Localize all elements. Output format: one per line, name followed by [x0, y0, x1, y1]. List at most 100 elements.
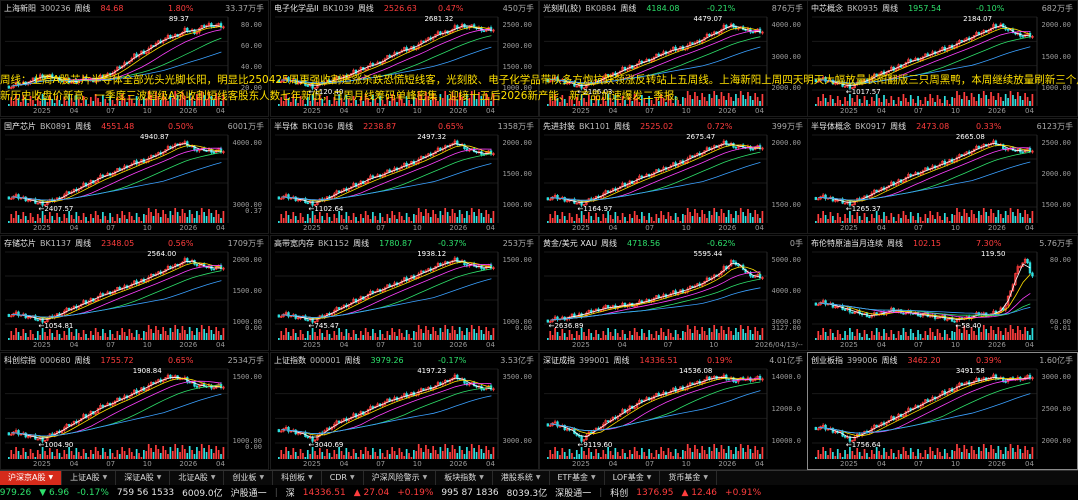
volume-bar [856, 212, 859, 223]
volume-bar [907, 102, 910, 106]
volume-bar [725, 217, 728, 223]
candle-body [575, 85, 578, 88]
volume-axis-label: 0.00 [515, 324, 532, 332]
market-tab[interactable]: 板块指数 ▼ [436, 471, 493, 485]
kline-panel[interactable]: 上证指数 000001 周线 3979.26 -0.17% 3.53亿手 3500.00 30… [270, 352, 539, 470]
market-tab[interactable]: 沪深风险警示 ▼ [364, 471, 437, 485]
x-axis-label: 2025 [303, 107, 321, 115]
volume-bar [184, 96, 186, 106]
volume-bar [1021, 334, 1024, 340]
volume-bar [36, 331, 39, 340]
volume-bar [102, 212, 104, 223]
kline-panel[interactable]: 半导体 BK1036 周线 2238.87 0.65% 1358万手 2000.00 1500… [270, 118, 539, 234]
volume-bar [109, 449, 111, 459]
volume-bar [968, 100, 971, 106]
volume-bar [616, 333, 619, 340]
kline-panel[interactable]: 电子化学品II BK1039 周线 2526.63 0.47% 450万手 2500.00 2… [270, 0, 539, 117]
volume-bar [463, 454, 466, 459]
market-tab[interactable]: 创业板 ▼ [224, 471, 274, 485]
moving-average-line [11, 26, 222, 87]
volume-bar [446, 212, 449, 223]
volume-bar [285, 328, 287, 340]
kline-chart [275, 368, 499, 459]
candle-body [758, 145, 762, 150]
sh-index-change: ▼ 6.96 [39, 487, 70, 498]
market-tab[interactable]: 深证A股 ▼ [116, 471, 171, 485]
market-tab[interactable]: 上证A股 ▼ [62, 471, 117, 485]
volume-bar [102, 95, 104, 106]
volume-bar [87, 338, 90, 340]
market-tab[interactable]: LOF基金 ▼ [605, 471, 661, 485]
volume-bar [1002, 101, 1005, 106]
candle-body [751, 275, 754, 278]
volume-bar [578, 218, 581, 223]
volume-bar [437, 454, 439, 459]
kline-panel[interactable]: 存储芯片 BK1137 周线 2348.05 0.56% 1709万手 2000.00 150… [0, 235, 269, 351]
volume-bar [650, 453, 653, 459]
volume-bar [413, 214, 415, 223]
market-tab[interactable]: CDR ▼ [322, 471, 364, 485]
candle-body [482, 30, 485, 33]
kline-panel[interactable]: 黄金/美元 XAU 周线 4718.56 -0.62% 0手 5000.00 4000.00… [539, 235, 808, 351]
kline-panel[interactable]: 中芯概念 BK0935 周线 1957.54 -0.10% 682万手 2000.00 150… [807, 0, 1078, 117]
candle-body [422, 156, 425, 158]
volume-bar [749, 449, 752, 459]
moving-average-line [11, 162, 222, 201]
sh-connect-label[interactable]: 沪股通一 [230, 489, 267, 499]
chart-period: 周线 [74, 4, 91, 13]
volume-bar [590, 216, 593, 223]
volume-bar [169, 328, 172, 340]
volume-bar [585, 336, 588, 340]
market-tab[interactable]: 沪深京A股 ▼ [0, 471, 63, 485]
y-axis-label: 2000.00 [502, 42, 532, 50]
volume-readout: 0手 [789, 239, 803, 248]
volume-bar [691, 99, 694, 106]
volume-bar [352, 330, 355, 340]
volume-bar [482, 100, 485, 106]
volume-bar [89, 214, 92, 223]
kline-panel[interactable]: 布伦特原油当月连续 周线 102.15 7.30% 5.76万手 80.00 60.00 -0… [807, 235, 1078, 351]
kline-panel[interactable]: 国产芯片 BK0891 周线 4551.48 0.50% 6001万手 4000.00 300… [0, 118, 269, 234]
kline-panel[interactable]: 光刻机(胶) BK0884 周线 4184.08 -0.21% 876万手 4000.00 3… [539, 0, 808, 117]
market-tab[interactable]: 北证A股 ▼ [170, 471, 225, 485]
volume-bar [70, 451, 73, 459]
volume-bar [638, 336, 641, 340]
volume-bar [475, 216, 478, 223]
sz-connect-label[interactable]: 深股通一 [555, 489, 592, 499]
x-axis-label: 04 [69, 224, 79, 232]
kline-panel[interactable]: 创业板指 399006 周线 3462.20 0.39% 1.60亿手 3000.00 250… [807, 352, 1078, 470]
volume-bar [619, 103, 622, 106]
kline-panel[interactable]: 高带宽内存 BK1152 周线 1780.87 -0.37% 253万手 1500.00 10… [270, 235, 539, 351]
candle-body [705, 376, 709, 381]
market-tab[interactable]: 港股系统 ▼ [493, 471, 550, 485]
candle-body [1011, 284, 1015, 292]
kline-panel[interactable]: 科创综指 000680 周线 1755.72 0.65% 2534万手 1500.00 100… [0, 352, 269, 470]
volume-bar [155, 92, 157, 106]
volume-bar [730, 97, 732, 106]
volume-bar [147, 444, 150, 459]
kline-panel[interactable]: 上海新阳 300236 周线 84.68 1.80% 33.37万手 80.00 60.00 4… [0, 0, 269, 117]
volume-bar [362, 454, 365, 459]
kline-panel[interactable]: 深证成指 399001 周线 14336.51 0.19% 4.01亿手 14000.0 12… [539, 352, 808, 470]
candle-body [219, 148, 223, 153]
volume-bar [193, 454, 196, 459]
candle-body [482, 268, 485, 270]
volume-bar [386, 331, 389, 340]
volume-bar [674, 449, 677, 459]
volume-bar [655, 450, 658, 459]
candle-body [834, 82, 837, 85]
market-tab[interactable]: 货币基金 ▼ [660, 471, 717, 485]
market-tab[interactable]: 科创板 ▼ [273, 471, 322, 485]
market-tab[interactable]: ETF基金 ▼ [550, 471, 605, 485]
volume-bar [482, 334, 485, 340]
kline-chart [812, 16, 1038, 106]
volume-bar [698, 217, 701, 223]
kline-panel[interactable]: 半导体概念 BK0917 周线 2473.08 0.33% 6123万手 2500.00 20… [807, 118, 1078, 234]
candle-body [152, 382, 155, 384]
volume-bar [754, 446, 757, 459]
volume-bar [924, 97, 927, 106]
tab-label: 北证A股 [178, 473, 208, 482]
candle-body [152, 274, 155, 276]
x-axis-label: 07 [914, 460, 923, 468]
kline-panel[interactable]: 先进封装 BK1101 周线 2525.02 0.72% 399万手 2000.00 1500… [539, 118, 808, 234]
